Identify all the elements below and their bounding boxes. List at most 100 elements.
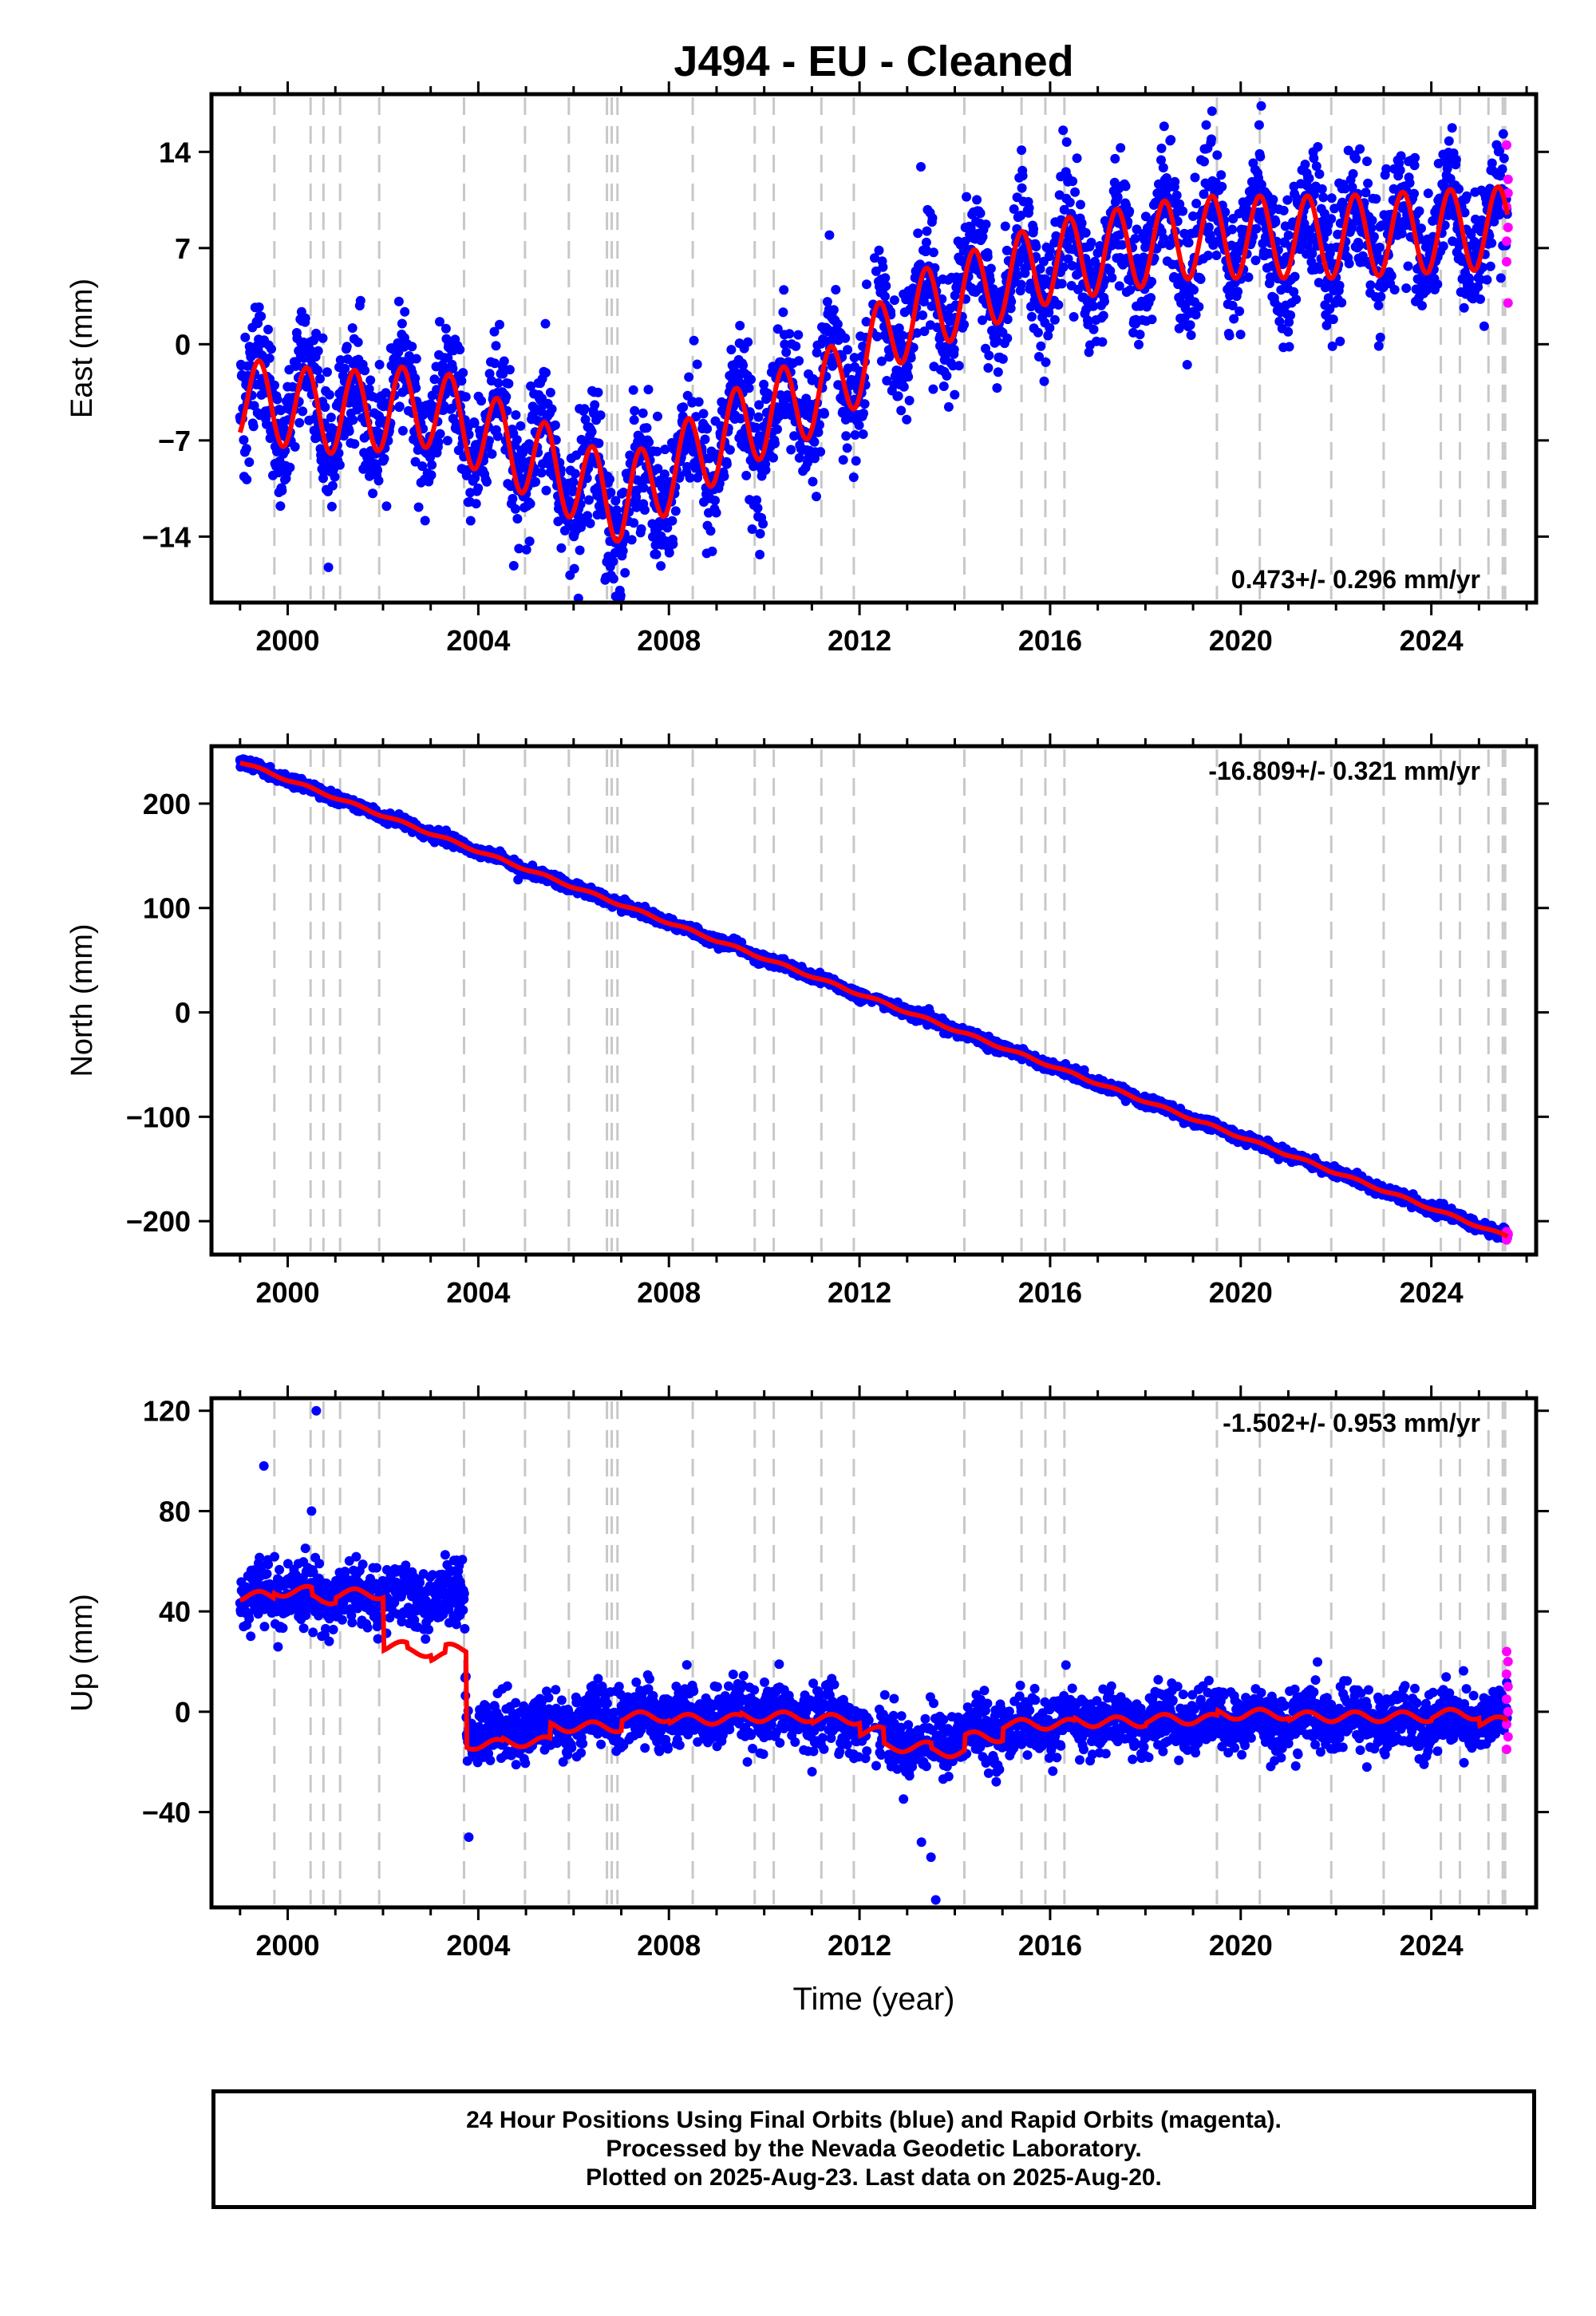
east-data-point xyxy=(876,356,887,366)
east-data-point xyxy=(471,499,481,509)
east-data-point xyxy=(1482,275,1492,285)
east-data-point xyxy=(1313,142,1323,152)
east-rapid-orbit-point xyxy=(1501,236,1511,247)
east-data-point xyxy=(1016,211,1026,220)
east-data-point xyxy=(992,383,1002,393)
east-data-point xyxy=(435,317,444,327)
east-data-point xyxy=(1459,302,1469,313)
east-data-point xyxy=(1371,194,1381,204)
east-data-point xyxy=(1120,181,1131,192)
east-data-point xyxy=(859,399,870,409)
east-data-point xyxy=(1035,263,1045,274)
figure-title: J494 - EU - Cleaned xyxy=(674,38,1073,85)
east-data-point xyxy=(667,516,678,526)
east-data-point xyxy=(615,591,626,601)
east-data-point xyxy=(594,438,604,449)
east-data-point xyxy=(1033,327,1043,338)
east-data-point xyxy=(257,350,267,361)
east-data-point xyxy=(786,445,796,455)
east-y-tick-label: 0 xyxy=(175,328,191,361)
east-data-point xyxy=(644,437,654,448)
east-data-point xyxy=(1438,241,1448,251)
east-data-point xyxy=(1355,144,1365,154)
east-data-point xyxy=(746,374,757,385)
east-data-point xyxy=(300,313,310,323)
east-data-point xyxy=(662,614,672,623)
east-data-point xyxy=(725,445,735,455)
east-data-point xyxy=(365,375,376,385)
east-data-point xyxy=(379,453,389,464)
east-data-point xyxy=(893,391,903,401)
east-data-point xyxy=(1017,171,1028,181)
east-data-point xyxy=(610,496,621,506)
east-data-point xyxy=(1130,234,1140,243)
east-data-point xyxy=(1409,160,1420,171)
east-data-point xyxy=(521,544,531,555)
east-data-point xyxy=(949,345,959,354)
east-data-point xyxy=(626,535,637,545)
east-data-point xyxy=(437,360,448,370)
east-data-point xyxy=(585,518,595,528)
east-data-point xyxy=(1031,242,1041,251)
east-data-point xyxy=(698,409,709,419)
east-data-point xyxy=(1235,306,1245,316)
east-data-point xyxy=(942,370,952,381)
east-data-point xyxy=(1124,206,1135,216)
north-equipment-break-lines xyxy=(273,749,1507,1251)
east-data-point xyxy=(547,404,557,414)
east-data-point xyxy=(726,345,737,355)
east-data-point xyxy=(323,562,334,572)
east-data-point xyxy=(1057,279,1067,289)
east-data-point xyxy=(870,253,879,263)
east-data-point xyxy=(393,296,404,306)
east-data-point xyxy=(1280,221,1290,231)
east-data-point xyxy=(1479,321,1489,331)
east-data-point xyxy=(1327,341,1337,351)
east-data-point xyxy=(1473,282,1483,292)
east-data-point xyxy=(1053,300,1064,310)
east-data-point xyxy=(918,310,928,320)
east-data-point xyxy=(831,285,841,294)
east-data-point xyxy=(859,409,868,418)
east-final-orbit-points xyxy=(235,101,1513,623)
east-data-point xyxy=(1451,155,1461,165)
east-data-point xyxy=(618,546,628,556)
east-data-point xyxy=(324,389,334,400)
east-data-point xyxy=(1166,135,1176,145)
east-data-point xyxy=(1086,237,1096,247)
east-data-point xyxy=(735,321,745,330)
east-data-point xyxy=(791,341,801,351)
east-data-point xyxy=(348,415,358,425)
east-data-point xyxy=(298,406,308,417)
east-data-point xyxy=(1138,260,1148,271)
east-data-point xyxy=(1217,181,1227,192)
east-data-point xyxy=(1361,188,1371,198)
east-data-point xyxy=(983,363,994,373)
east-data-point xyxy=(702,424,713,434)
east-data-point xyxy=(736,413,746,424)
east-data-point xyxy=(878,262,888,272)
east-data-point xyxy=(1367,215,1377,226)
east-data-point xyxy=(784,329,795,339)
east-data-point xyxy=(954,361,964,371)
east-data-point xyxy=(902,414,912,425)
east-data-point xyxy=(700,434,710,445)
east-data-point xyxy=(719,471,729,481)
east-data-point xyxy=(501,392,512,402)
east-data-point xyxy=(812,347,822,358)
east-data-point xyxy=(1036,341,1046,351)
east-data-point xyxy=(692,359,702,370)
east-data-point xyxy=(1185,320,1195,330)
east-data-point xyxy=(1443,160,1453,171)
east-data-point xyxy=(1100,296,1109,306)
east-data-point xyxy=(659,469,670,480)
east-data-point xyxy=(779,285,789,295)
east-data-point xyxy=(1251,223,1262,234)
east-data-point xyxy=(984,350,994,361)
east-data-point xyxy=(360,366,370,376)
east-data-point xyxy=(426,470,437,480)
east-data-point xyxy=(267,344,276,354)
east-data-point xyxy=(541,368,551,377)
east-data-point xyxy=(355,295,365,306)
east-data-point xyxy=(531,476,541,487)
